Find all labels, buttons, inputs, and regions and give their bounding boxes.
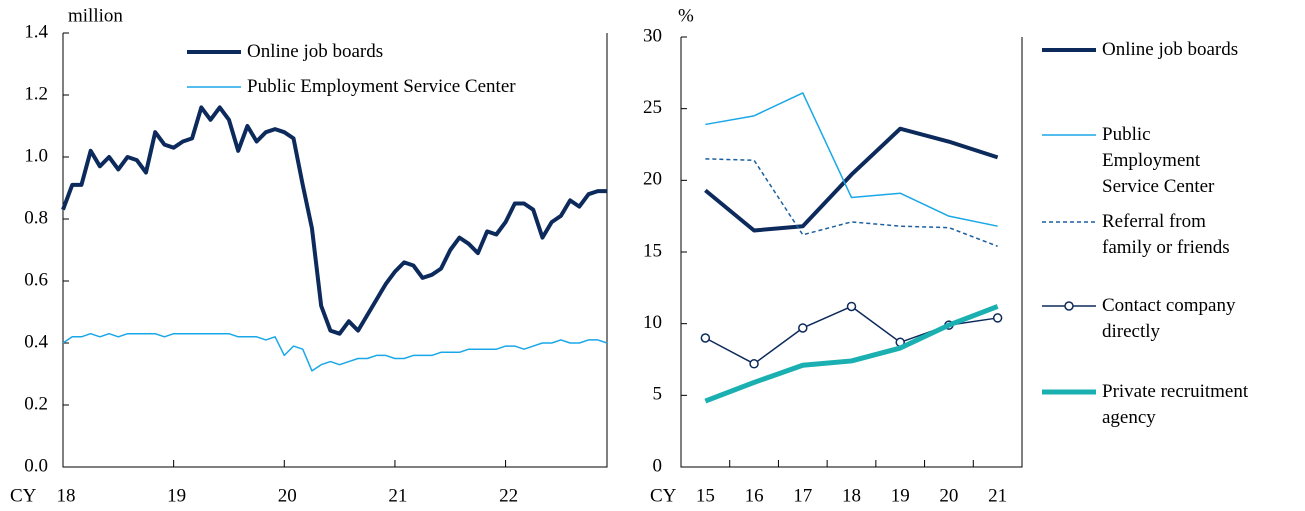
legend-label: Referral from family or friends <box>1102 211 1230 258</box>
data-point <box>700 333 711 343</box>
y-tick-label: 30 <box>643 25 662 46</box>
y-tick-label: 0.4 <box>24 331 48 352</box>
legend-label: Public Employment Service Center <box>247 76 516 97</box>
x-axis-prefix: CY <box>650 485 677 506</box>
y-tick-label: 5 <box>653 384 663 405</box>
y-tick-label: 0.8 <box>24 207 48 228</box>
legend-label: Contact company directly <box>1102 295 1236 342</box>
y-tick-label: 0.0 <box>24 455 48 476</box>
legend-entry: Referral from family or friends <box>1040 209 1270 261</box>
y-tick-label: 0.6 <box>24 269 48 290</box>
y-tick-label: 1.4 <box>24 21 48 42</box>
series-line <box>705 92 998 227</box>
x-tick-label: 21 <box>988 485 1007 506</box>
legend-label: Online job boards <box>247 41 384 62</box>
y-tick-label: 25 <box>643 97 662 118</box>
legend-swatch <box>1042 389 1096 395</box>
data-point <box>798 323 808 333</box>
data-point <box>846 301 857 312</box>
legend-swatch <box>1042 48 1096 52</box>
legend-marker <box>1064 301 1074 311</box>
legend-label: Private recruitment agency <box>1102 381 1249 428</box>
y-tick-label: 0 <box>653 455 663 476</box>
unit-label: % <box>678 5 694 26</box>
x-tick-label: 16 <box>745 485 764 506</box>
y-tick-label: 0.2 <box>24 393 48 414</box>
y-tick-label: 10 <box>643 312 662 333</box>
y-tick-label: 1.2 <box>24 83 48 104</box>
plot-frame <box>62 33 608 468</box>
x-tick-label: 18 <box>57 485 76 506</box>
x-tick-label: 18 <box>842 485 861 506</box>
y-tick-label: 15 <box>643 240 662 261</box>
legend-entry: Online job boards <box>185 39 585 65</box>
x-tick-label: 17 <box>793 485 812 506</box>
x-axis-prefix: CY <box>10 485 37 506</box>
data-point <box>749 359 759 369</box>
x-tick-label: 19 <box>167 485 186 506</box>
legend-label: Online job boards <box>1102 39 1239 60</box>
series-line <box>61 105 607 336</box>
legend-swatch <box>1042 221 1096 223</box>
series-line <box>704 126 999 233</box>
x-tick-label: 20 <box>939 485 958 506</box>
series-line <box>704 304 999 404</box>
x-tick-label: 15 <box>696 485 715 506</box>
legend-entry: Public Employment Service Center <box>1040 122 1270 200</box>
data-point <box>992 313 1003 323</box>
legend-swatch <box>1042 134 1096 136</box>
legend-label: Public Employment Service Center <box>1102 124 1215 197</box>
legend-swatch <box>1042 301 1096 311</box>
legend-entry: Online job boards <box>1040 37 1270 63</box>
x-tick-label: 20 <box>278 485 297 506</box>
legend-entry: Public Employment Service Center <box>185 74 585 100</box>
series-line <box>62 332 608 372</box>
plot-frame <box>680 37 1023 468</box>
y-tick-label: 1.0 <box>24 145 48 166</box>
y-tick-label: 20 <box>643 169 662 190</box>
unit-label: million <box>68 5 123 26</box>
legend-swatch <box>187 50 241 54</box>
legend-swatch <box>187 86 241 88</box>
x-tick-label: 19 <box>891 485 910 506</box>
legend-entry: Contact company directly <box>1040 293 1270 345</box>
x-tick-label: 21 <box>388 485 407 506</box>
legend-entry: Private recruitment agency <box>1040 379 1270 431</box>
series-line <box>705 305 998 365</box>
x-tick-label: 22 <box>499 485 518 506</box>
